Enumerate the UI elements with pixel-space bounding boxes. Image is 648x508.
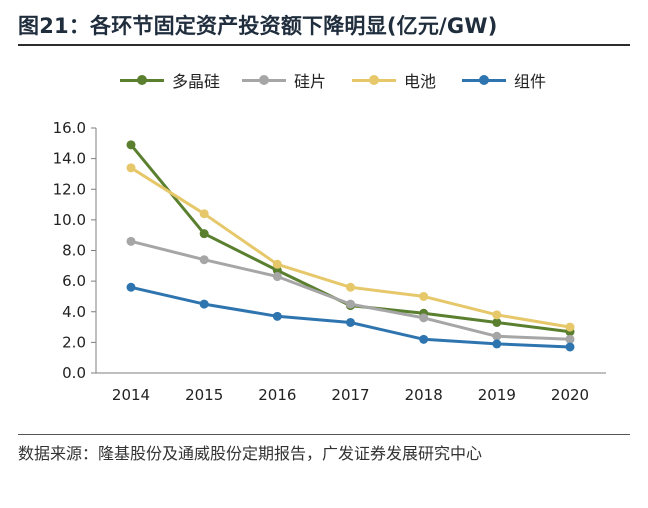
series-0-point [126,140,136,150]
y-tick-label: 16.0 [53,119,86,137]
legend-swatch-wafer [242,74,286,86]
series-3-point [199,299,209,309]
series-0-point [199,229,209,239]
chart-title: 图21：各环节固定资产投资额下降明显(亿元/GW) [18,14,498,38]
source-divider [18,434,630,435]
series-2-point [199,209,209,219]
series-1-point [272,272,282,282]
series-0-point [492,317,502,327]
y-tick-label: 10.0 [53,211,86,229]
series-3-point [565,342,575,352]
legend-swatch-polysilicon [120,74,164,86]
legend-swatch-module [462,74,506,86]
series-2-point [272,259,282,269]
line-chart: 0.0 2.0 4.0 6.0 8.0 10.0 12.0 14.0 16.0 2014 2015 2… [53,119,606,404]
legend-item-cell: 电池 [352,68,436,92]
y-tick-label: 6.0 [62,272,86,290]
x-tick-label: 2016 [258,386,296,404]
legend-label-cell: 电池 [404,72,437,91]
series-1-point [346,299,355,309]
legend-item-wafer: 硅片 [242,68,326,92]
x-tick-label: 2015 [185,386,223,404]
x-tick-label: 2017 [331,386,369,404]
series-1-point [126,236,136,246]
legend-item-polysilicon: 多晶硅 [120,68,220,92]
series-2-point [419,291,429,301]
series-3-point [126,282,136,292]
series-3-point [492,339,502,349]
x-tick-label: 2019 [478,386,516,404]
legend-swatch-cell [352,74,396,86]
series-1-point [199,255,209,265]
legend-label-module: 组件 [514,72,547,91]
y-tick-label: 0.0 [62,364,86,382]
y-tick-label: 12.0 [53,180,86,198]
series-1-point [419,313,429,323]
y-tick-label: 14.0 [53,150,86,168]
y-tick-label: 4.0 [62,303,86,321]
y-tick-label: 8.0 [62,242,86,260]
series-1-point [565,334,575,344]
series-3-point [272,311,282,321]
series-2-point [492,310,502,320]
chart-legend: 多晶硅 硅片 电池 组件 [0,68,648,92]
x-tick-label: 2014 [112,386,150,404]
x-tick-label: 2018 [405,386,443,404]
source-note: 数据来源：隆基股份及通威股份定期报告，广发证券发展研究中心 [18,444,483,463]
series-3-point [346,317,355,327]
series-1-point [492,331,502,341]
series-2-point [346,282,355,292]
series-2-point [126,163,136,173]
legend-item-module: 组件 [462,68,546,92]
legend-label-polysilicon: 多晶硅 [172,72,221,91]
x-tick-label: 2020 [551,386,589,404]
legend-label-wafer: 硅片 [294,72,327,91]
title-divider [18,44,630,46]
series-3-point [419,334,429,344]
y-tick-label: 2.0 [62,333,86,351]
series-2-point [565,322,575,332]
